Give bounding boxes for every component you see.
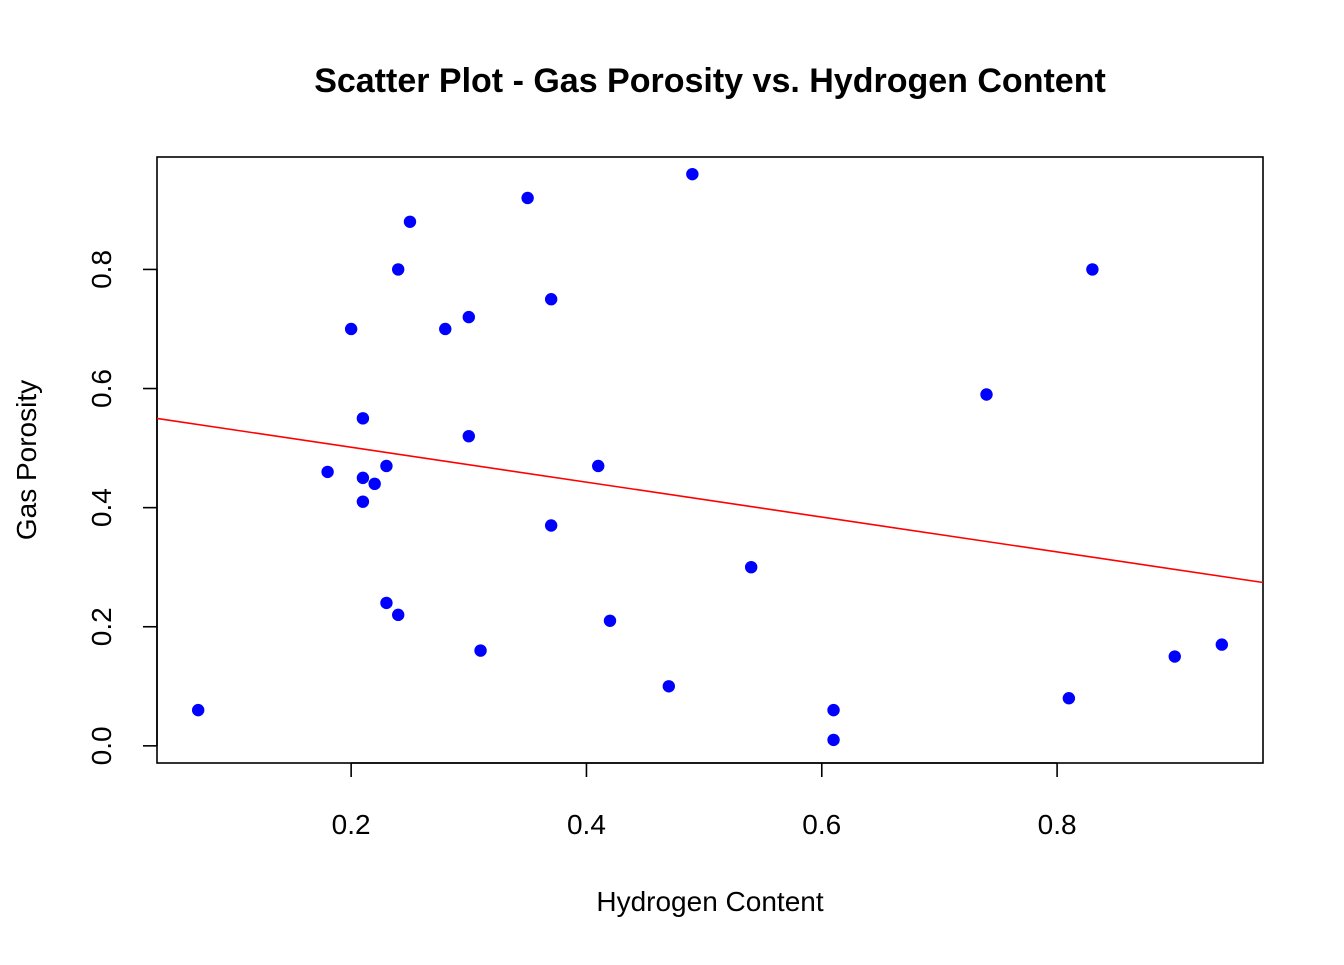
data-point	[1168, 650, 1181, 663]
data-point	[544, 293, 558, 306]
data-point	[321, 465, 334, 479]
data-point	[403, 215, 417, 228]
data-point	[592, 459, 605, 473]
data-point	[462, 429, 475, 443]
data-point	[392, 263, 405, 276]
data-point	[356, 412, 370, 425]
data-point	[662, 680, 676, 693]
y-tick-label: 0.0	[86, 726, 117, 765]
x-tick-label: 0.6	[802, 809, 841, 840]
data-point	[521, 191, 534, 205]
data-point	[544, 519, 558, 532]
data-point	[344, 322, 358, 336]
plot-frame	[156, 156, 1264, 764]
y-tick-label: 0.8	[86, 250, 117, 289]
data-point	[392, 608, 405, 622]
data-point	[380, 459, 393, 473]
data-point	[827, 733, 840, 747]
points-layer	[191, 167, 1229, 747]
chart-title: Scatter Plot - Gas Porosity vs. Hydrogen…	[314, 62, 1106, 100]
y-tick-label: 0.2	[86, 607, 117, 646]
y-axis-label: Gas Porosity	[11, 380, 42, 540]
data-point	[1086, 263, 1099, 276]
data-point	[603, 614, 617, 627]
data-point	[462, 310, 475, 324]
data-point	[439, 322, 452, 336]
data-point	[191, 703, 205, 717]
data-point	[686, 167, 699, 181]
data-point	[356, 495, 370, 508]
data-point	[1215, 638, 1229, 651]
y-tick-label: 0.4	[86, 488, 117, 527]
x-tick-label: 0.2	[332, 809, 371, 840]
data-point	[1062, 692, 1076, 705]
data-point	[980, 388, 993, 401]
x-axis-label: Hydrogen Content	[596, 886, 823, 917]
data-point	[356, 471, 370, 485]
data-point	[368, 477, 381, 491]
x-axis: 0.2 0.4 0.6 0.8	[332, 762, 1077, 840]
data-point	[827, 703, 840, 717]
y-tick-label: 0.6	[86, 369, 117, 408]
data-point	[744, 560, 758, 574]
y-axis: 0.0 0.2 0.4 0.6 0.8	[86, 250, 158, 765]
data-point	[474, 644, 487, 657]
regression-line	[156, 417, 1264, 584]
x-tick-label: 0.8	[1038, 809, 1077, 840]
regression-layer	[156, 417, 1264, 584]
data-point	[380, 596, 393, 610]
x-tick-label: 0.4	[567, 809, 606, 840]
